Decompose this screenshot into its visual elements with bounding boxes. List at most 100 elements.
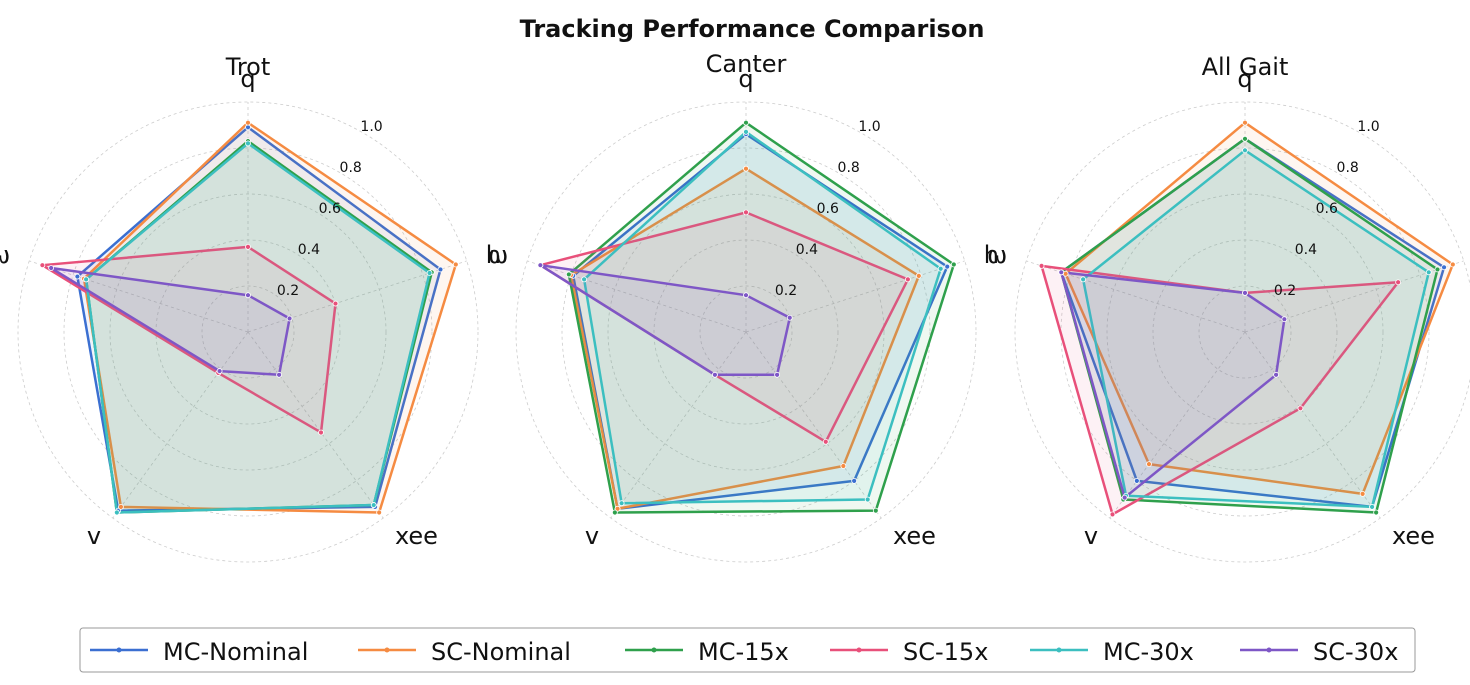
grid-ring — [17, 101, 479, 563]
series-area — [582, 130, 942, 505]
point — [452, 261, 459, 268]
point — [944, 263, 951, 270]
legend-label: SC-Nominal — [431, 638, 571, 666]
point — [1369, 504, 1375, 510]
r-tick-label: 0.4 — [1295, 242, 1317, 258]
point — [1242, 119, 1248, 126]
point — [851, 477, 858, 484]
radar-chart: Canter 0.2 0.4 0.6 0.8 1.0 q h xee v ω — [488, 50, 999, 563]
category-label: h — [486, 241, 501, 269]
point — [786, 314, 793, 321]
series-area — [539, 263, 791, 377]
point — [1133, 477, 1140, 484]
spoke — [1244, 260, 1464, 333]
category-label: v — [585, 522, 599, 550]
point — [1297, 405, 1304, 412]
category-label: xee — [395, 522, 438, 550]
point — [286, 315, 293, 322]
point — [1242, 147, 1248, 154]
point — [74, 273, 81, 280]
point — [1109, 511, 1116, 518]
category-label: q — [1237, 65, 1252, 93]
series-area — [1081, 149, 1430, 509]
category-label: v — [87, 522, 101, 550]
point — [774, 371, 780, 378]
point — [437, 266, 444, 273]
r-tick-label: 1.0 — [1357, 119, 1379, 135]
point — [318, 429, 324, 436]
legend: MC-Nominal SC-Nominal MC-15x SC-15x MC-30x SC… — [79, 627, 1416, 673]
point — [743, 128, 749, 135]
point — [83, 276, 90, 283]
point — [245, 140, 251, 147]
radar-chart: Trot 0.2 0.4 0.6 0.8 1.0 q h xee v ω — [0, 53, 501, 563]
category-label: q — [738, 65, 753, 93]
r-tick-label: 1.0 — [858, 119, 880, 135]
point — [822, 438, 829, 445]
category-label: v — [1084, 522, 1098, 550]
point — [743, 292, 749, 299]
figure-title: Tracking Performance Comparison — [520, 15, 985, 43]
point — [1434, 266, 1441, 273]
r-tick-label: 0.2 — [277, 283, 299, 299]
r-tick-label: 1.0 — [360, 119, 382, 135]
legend-marker — [1056, 647, 1062, 653]
r-tick-label: 0.6 — [319, 201, 341, 217]
point — [743, 209, 749, 216]
r-tick-label: 0.2 — [775, 283, 797, 299]
legend-box — [79, 627, 1416, 673]
spoke — [247, 260, 467, 333]
spoke — [1026, 260, 1246, 333]
grid-ring — [1198, 285, 1292, 379]
spoke — [610, 331, 747, 519]
point — [426, 270, 433, 276]
point — [611, 509, 618, 516]
point — [872, 507, 879, 514]
point — [864, 496, 871, 503]
point — [370, 502, 377, 508]
grid-ring — [515, 101, 977, 563]
grid-ring — [699, 285, 793, 379]
point — [48, 265, 55, 271]
radar-chart: All Gait 0.2 0.4 0.6 0.8 1.0 q h xee v ω — [987, 53, 1470, 563]
point — [1373, 509, 1380, 516]
point — [276, 371, 282, 378]
r-tick-label: 0.8 — [340, 160, 362, 176]
grid-ring — [63, 147, 433, 517]
spoke — [1109, 331, 1246, 519]
series-area — [84, 142, 431, 514]
legend-label: MC-Nominal — [163, 638, 308, 666]
point — [937, 265, 944, 272]
point — [1058, 269, 1065, 276]
subplot-title: Trot — [225, 53, 271, 81]
r-tick-label: 0.8 — [1337, 160, 1359, 176]
spoke — [247, 331, 384, 519]
point — [1359, 490, 1366, 497]
series-area — [1040, 264, 1400, 516]
point — [565, 271, 572, 278]
point — [537, 262, 544, 269]
series-area — [571, 132, 949, 511]
point — [1441, 264, 1447, 271]
category-label: h — [984, 241, 999, 269]
r-tick-label: 0.6 — [1316, 201, 1338, 217]
category-label: ω — [0, 241, 10, 269]
spoke — [112, 331, 249, 519]
series-area — [1060, 137, 1439, 514]
point — [118, 504, 124, 510]
r-tick-label: 0.8 — [838, 160, 860, 176]
spoke — [745, 331, 882, 519]
point — [618, 500, 625, 507]
point — [1121, 494, 1128, 501]
category-label: ω — [488, 241, 508, 269]
point — [581, 276, 588, 283]
point — [1449, 261, 1456, 268]
legend-label: MC-30x — [1103, 638, 1194, 666]
grid-ring — [1014, 101, 1470, 563]
point — [950, 261, 957, 268]
r-tick-label: 0.4 — [796, 242, 818, 258]
point — [1080, 276, 1087, 283]
grid-ring — [201, 285, 295, 379]
series-area — [1060, 271, 1286, 499]
